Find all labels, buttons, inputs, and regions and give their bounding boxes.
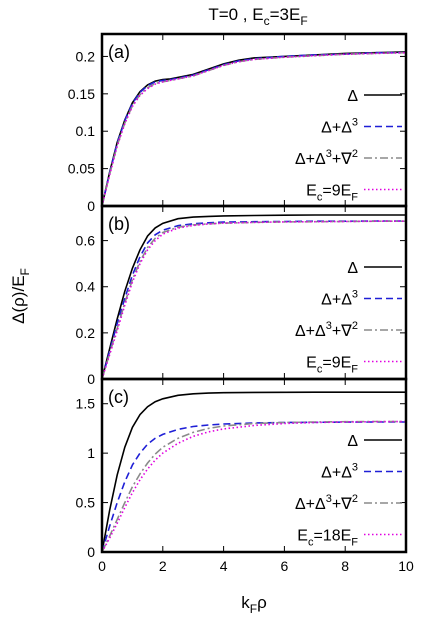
legend-label-part: Δ+Δ: [295, 323, 326, 340]
y-tick-label: 0.15: [68, 86, 95, 102]
x-tick-label: 8: [341, 558, 349, 574]
legend-label-part: c: [308, 537, 314, 549]
y-tick-label: 0.2: [76, 48, 96, 64]
panels: 00.050.10.150.2 (a)ΔΔ+Δ3Δ+Δ3+∇2Ec=9EF00.2…: [68, 32, 414, 574]
series-line-1: [101, 51, 407, 207]
legend-label-part: 2: [352, 148, 358, 160]
legend-label-part: Δ+Δ: [321, 120, 352, 137]
legend-label-part: 2: [352, 493, 358, 505]
legend-label-part: =9E: [322, 183, 351, 200]
legend-label-part: F: [351, 364, 358, 376]
y-tick-label: 1: [87, 445, 95, 461]
legend-label-part: 3: [352, 117, 358, 129]
shared-y-axis-label-main: Δ(ρ)/E: [9, 275, 28, 323]
plot-frame: [100, 377, 408, 554]
shared-x-axis-label-post: ρ: [257, 593, 267, 612]
series-line-4: [101, 220, 406, 380]
legend-label-part: Δ+Δ: [295, 151, 326, 168]
series-line-4: [101, 51, 407, 207]
panel-label: (a): [108, 42, 130, 62]
y-tick-label: 0.6: [76, 233, 96, 249]
shared-x-axis-label: kFρ: [241, 593, 267, 616]
legend-label-part: c: [317, 192, 323, 204]
series-line-3: [101, 220, 406, 380]
chart-panel-2: 00.20.40.6(b)ΔΔ+Δ3Δ+Δ3+∇2Ec=9EF: [76, 204, 408, 387]
legend-label-part: 3: [326, 493, 332, 505]
legend-label: Δ+Δ3+∇2: [295, 320, 358, 340]
legend-label-part: E: [297, 528, 308, 545]
y-tick-label: 0.5: [76, 495, 96, 511]
series-line-2: [101, 51, 406, 207]
chart-panel-1: 00.050.10.150.2 (a)ΔΔ+Δ3Δ+Δ3+∇2Ec=9EF: [68, 32, 408, 214]
series-line-2: [101, 421, 406, 553]
x-tick-label: 6: [281, 558, 289, 574]
shared-x-axis-label-sub: F: [250, 602, 257, 616]
legend-label-part: 3: [352, 462, 358, 474]
legend-label: Δ: [347, 88, 358, 105]
y-tick-label: 0.4: [76, 279, 96, 295]
legend-label-part: Δ+Δ: [321, 292, 352, 309]
legend-label-part: F: [351, 537, 358, 549]
series-line-1: [101, 391, 406, 553]
shared-y-axis-label-sub: F: [18, 268, 32, 275]
y-tick-label: 0: [87, 371, 95, 387]
panel-label: (c): [108, 387, 129, 407]
legend-label-part: 2: [352, 320, 358, 332]
series-line-4: [101, 420, 407, 553]
legend-label: Δ+Δ3: [321, 289, 358, 309]
y-tick-label: 0: [87, 198, 95, 214]
legend-label: Δ+Δ3+∇2: [295, 493, 358, 513]
y-tick-label: 0.1: [76, 123, 96, 139]
figure-title-eq: =3E: [270, 5, 301, 24]
y-tick-label: 0: [87, 544, 95, 560]
shared-x-axis-label-pre: k: [241, 593, 250, 612]
figure-title: T=0 , Ec=3EF: [208, 5, 307, 28]
x-tick-label: 0: [98, 558, 106, 574]
legend-label-part: F: [351, 192, 358, 204]
plot-frame: [100, 32, 408, 208]
legend-label-part: 3: [352, 289, 358, 301]
legend-label: Ec=18EF: [297, 528, 358, 549]
legend-label-part: E: [306, 183, 317, 200]
legend-label: Δ+Δ3: [321, 117, 358, 137]
figure-title-main: T=0 , E: [208, 5, 263, 24]
legend-label-part: 3: [326, 148, 332, 160]
legend-label: Δ: [347, 433, 358, 450]
series-line-3: [101, 420, 406, 553]
legend-label-part: 3: [326, 320, 332, 332]
series-line-3: [101, 51, 407, 207]
legend-label-part: =9E: [322, 355, 351, 372]
y-tick-label: 0.05: [68, 161, 95, 177]
plot-frame: [100, 204, 408, 381]
legend-label-part: c: [317, 364, 323, 376]
legend-label-part: E: [306, 355, 317, 372]
legend-label-part: +∇: [332, 323, 352, 340]
series-line-2: [101, 220, 406, 380]
x-tick-label: 10: [398, 558, 414, 574]
legend-label: Δ+Δ3+∇2: [295, 148, 358, 168]
panel-label: (b): [108, 214, 130, 234]
legend-label-part: =18E: [313, 528, 351, 545]
legend-label: Δ+Δ3: [321, 462, 358, 482]
legend-label-part: Δ+Δ: [295, 496, 326, 513]
y-tick-label: 0.2: [76, 325, 96, 341]
shared-y-axis-label: Δ(ρ)/EF: [9, 268, 32, 324]
x-tick-label: 4: [220, 558, 228, 574]
legend-label: Ec=9EF: [306, 183, 358, 204]
legend-label-part: Δ+Δ: [321, 465, 352, 482]
y-tick-label: 1.5: [76, 396, 96, 412]
figure-title-sub2: F: [300, 14, 307, 28]
legend-label-part: +∇: [332, 496, 352, 513]
x-tick-label: 2: [159, 558, 167, 574]
legend-label: Δ: [347, 260, 358, 277]
legend-label-part: +∇: [332, 151, 352, 168]
figure-title-sub: c: [264, 14, 270, 28]
chart-panel-3: 00.511.50 2 4 6 8 10(c)ΔΔ+Δ3Δ+Δ3+∇2Ec=18EF: [76, 377, 414, 574]
legend-label: Ec=9EF: [306, 355, 358, 376]
series-line-1: [101, 214, 406, 380]
